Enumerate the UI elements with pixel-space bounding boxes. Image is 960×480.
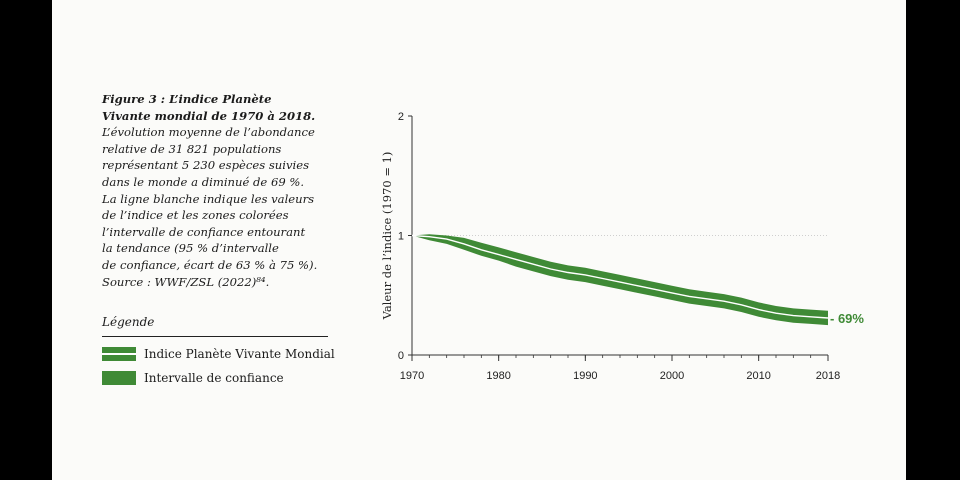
legend-swatch-line [102, 347, 136, 361]
caption-body-line: de confiance, écart de 63 % à 75 %). [102, 257, 318, 272]
caption-body-line: Source : WWF/ZSL (2022)⁸⁴. [102, 274, 270, 289]
x-tick-label: 1970 [400, 370, 424, 382]
legend-divider [102, 336, 328, 337]
x-tick-label: 1980 [486, 370, 510, 382]
legend-item-confidence: Intervalle de confiance [102, 370, 284, 386]
y-tick-label: 2 [398, 111, 404, 123]
y-axis-title: Valeur de l’indice (1970 = 1) [380, 152, 394, 321]
caption-title-line: Vivante mondial de 1970 à 2018. [102, 108, 316, 123]
caption-body-line: de l’indice et les zones colorées [102, 208, 289, 223]
confidence-band [412, 234, 828, 326]
caption-title-line: Figure 3 : L’indice Planète [102, 92, 272, 106]
legend-swatch-band [102, 371, 136, 385]
caption-body-line: La ligne blanche indique les valeurs [102, 191, 315, 206]
index-line [411, 234, 829, 319]
caption-body-line: l’intervalle de confiance entourant [102, 224, 306, 239]
y-tick-label: 1 [398, 231, 404, 243]
caption-body-line: dans le monde a diminué de 69 %. [102, 174, 305, 189]
legend-label: Intervalle de confiance [144, 371, 284, 385]
y-tick-label: 0 [398, 350, 404, 362]
x-tick-label: 2018 [816, 370, 840, 382]
figure-caption: Figure 3 : L’indice Planète Vivante mond… [102, 91, 332, 290]
caption-body-line: relative de 31 821 populations [102, 141, 282, 156]
caption-body-line: la tendance (95 % d’intervalle [102, 241, 279, 256]
legend-title: Légende [102, 315, 155, 329]
x-tick-label: 2000 [660, 370, 684, 382]
x-tick-label: 2010 [746, 370, 770, 382]
figure-panel [52, 0, 906, 480]
legend-label: Indice Planète Vivante Mondial [144, 347, 335, 361]
caption-body-line: L’évolution moyenne de l’abondance [102, 125, 315, 140]
x-tick-label: 1990 [573, 370, 597, 382]
end-annotation: - 69% [830, 311, 864, 326]
legend-item-index: Indice Planète Vivante Mondial [102, 346, 335, 362]
caption-body-line: représentant 5 230 espèces suivies [102, 158, 310, 173]
